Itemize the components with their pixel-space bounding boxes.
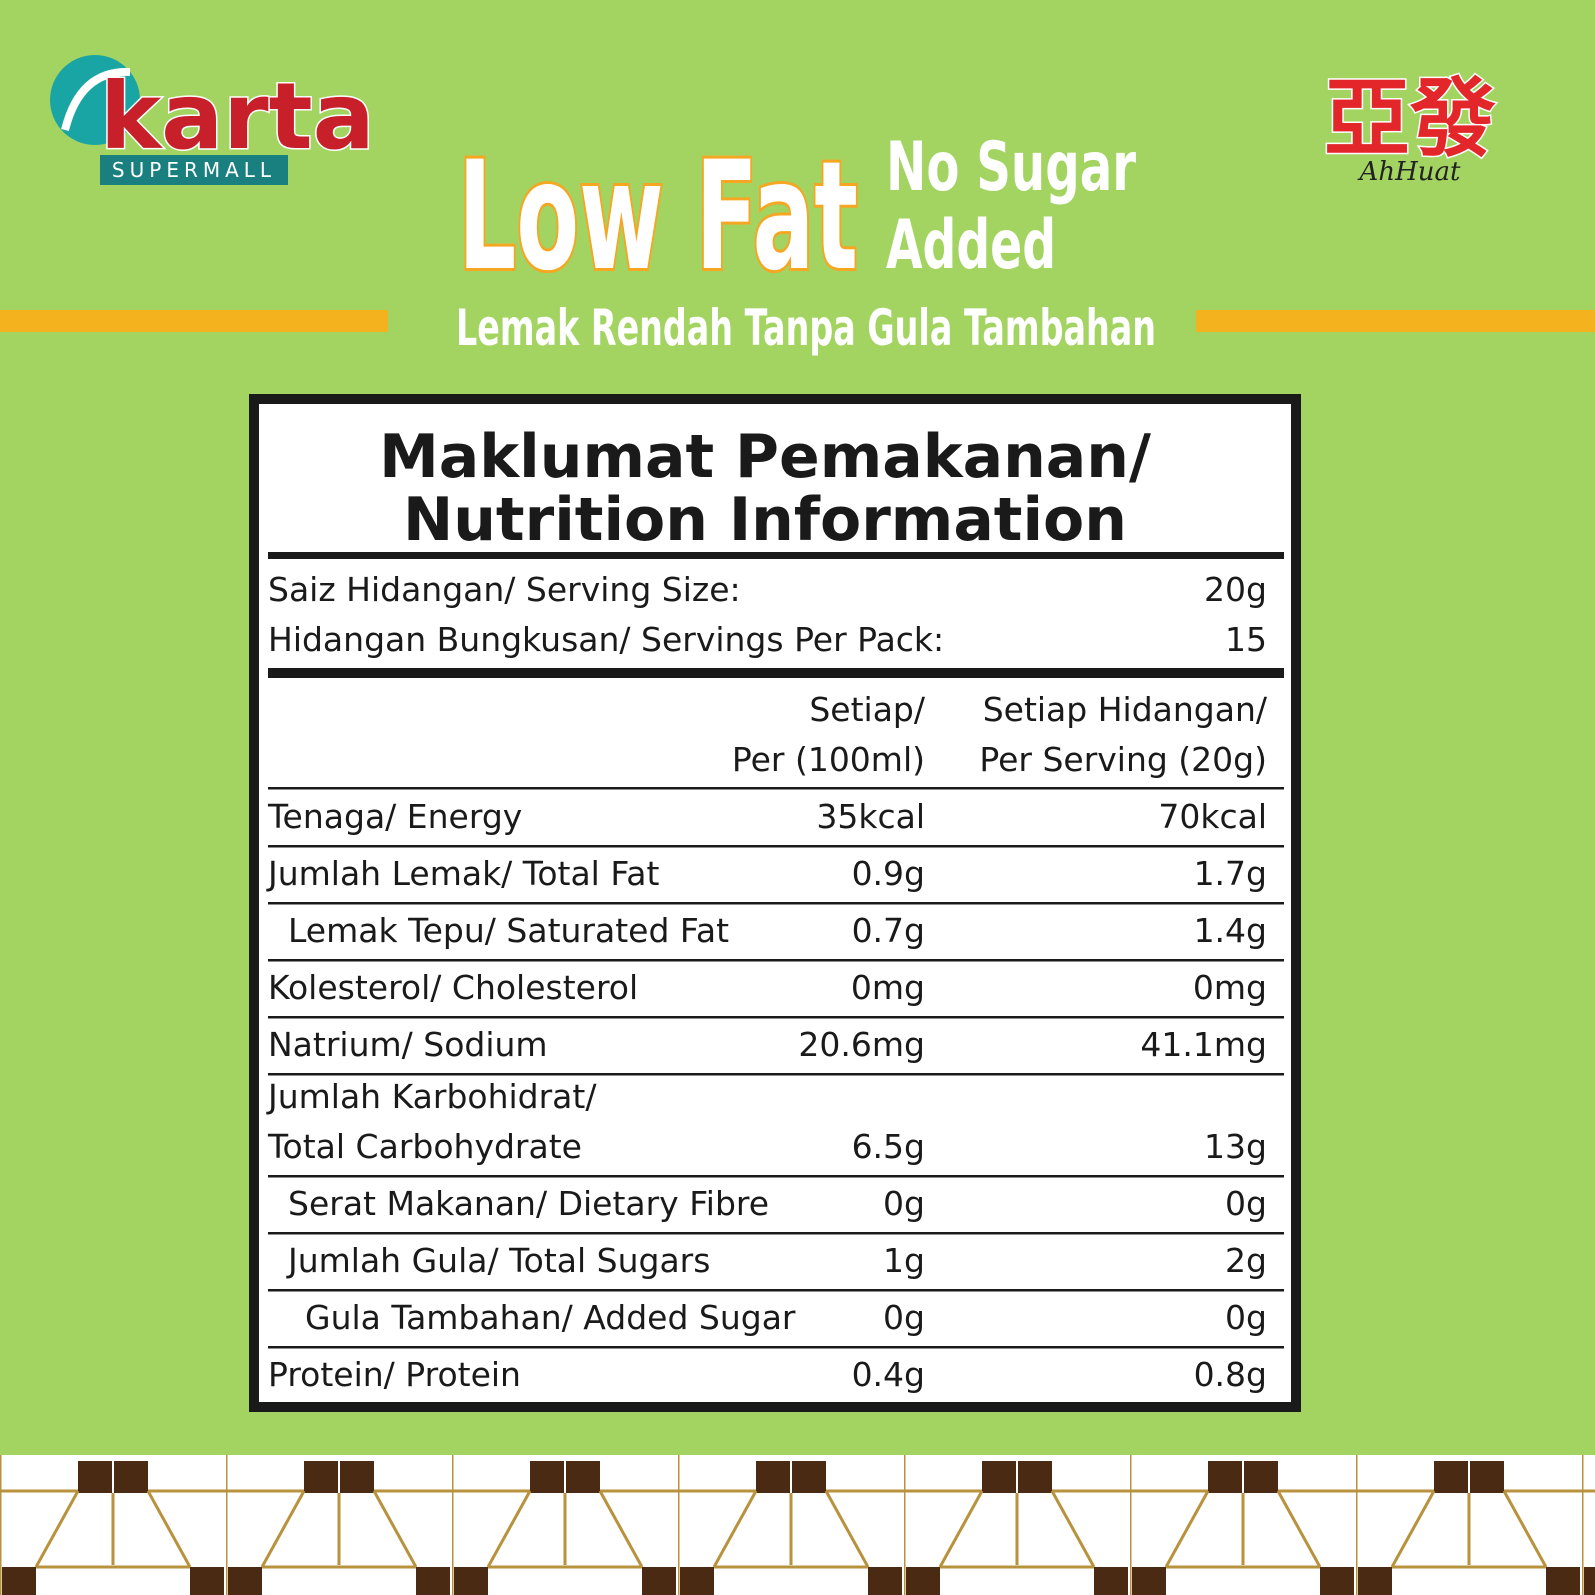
serving-label: Saiz Hidangan/ Serving Size: xyxy=(268,570,741,609)
row-label: Protein/ Protein xyxy=(268,1355,521,1394)
serving-label: Hidangan Bungkusan/ Servings Per Pack: xyxy=(268,620,944,659)
headline-side: No Sugar xyxy=(886,128,1136,207)
rule xyxy=(268,1073,1284,1076)
stripe xyxy=(1196,310,1595,332)
row-value: 0.9g xyxy=(852,854,925,893)
ahhuat-logo: 亞發 AhHuat xyxy=(1323,68,1498,188)
row-value: 0g xyxy=(1225,1184,1267,1223)
rule xyxy=(268,668,1284,678)
row-value: 20.6mg xyxy=(798,1025,925,1064)
row-value: 2g xyxy=(1225,1241,1267,1280)
row-value: 0mg xyxy=(1193,968,1267,1007)
rule xyxy=(268,1232,1284,1235)
row-value: 0.4g xyxy=(852,1355,925,1394)
row-value: 41.1mg xyxy=(1140,1025,1267,1064)
column-header: Setiap Hidangan/ xyxy=(983,690,1268,729)
rule xyxy=(268,902,1284,905)
row-value: 0g xyxy=(883,1298,925,1337)
karta-logo: karta SUPERMALL xyxy=(50,55,376,185)
rule xyxy=(268,1346,1284,1349)
row-label: Kolesterol/ Cholesterol xyxy=(268,968,638,1007)
rule xyxy=(268,552,1284,559)
row-label: Jumlah Lemak/ Total Fat xyxy=(266,854,660,893)
row-label: Jumlah Gula/ Total Sugars xyxy=(286,1241,710,1280)
serving-value: 20g xyxy=(1204,570,1267,609)
row-value: 1g xyxy=(883,1241,925,1280)
row-value: 6.5g xyxy=(852,1127,925,1166)
logo-tagline: SUPERMALL xyxy=(112,158,276,182)
column-header: Per Serving (20g) xyxy=(979,740,1267,779)
row-label: Jumlah Karbohidrat/ xyxy=(266,1077,597,1116)
row-value: 0.7g xyxy=(852,911,925,950)
row-value: 0g xyxy=(1225,1298,1267,1337)
rule xyxy=(268,1175,1284,1178)
row-label: Total Carbohydrate xyxy=(267,1127,582,1166)
row-label: Natrium/ Sodium xyxy=(268,1025,548,1064)
stripe xyxy=(0,310,388,332)
tile-border xyxy=(0,1455,1595,1595)
logo-name: 亞發 xyxy=(1324,69,1496,169)
panel-title: Nutrition Information xyxy=(403,485,1127,555)
rule xyxy=(268,787,1284,790)
row-label: Serat Makanan/ Dietary Fibre xyxy=(288,1184,769,1223)
rule xyxy=(268,845,1284,848)
row-value: 13g xyxy=(1204,1127,1267,1166)
row-label: Tenaga/ Energy xyxy=(267,797,522,836)
row-value: 0g xyxy=(883,1184,925,1223)
row-value: 1.7g xyxy=(1194,854,1267,893)
rule xyxy=(268,1016,1284,1019)
row-value: 0mg xyxy=(851,968,925,1007)
logo-name: karta xyxy=(100,63,375,170)
rule xyxy=(268,1289,1284,1292)
row-label: Lemak Tepu/ Saturated Fat xyxy=(288,911,729,950)
subtitle: Lemak Rendah Tanpa Gula Tambahan xyxy=(456,299,1156,357)
headline: Low Fat xyxy=(458,130,858,304)
row-value: 35kcal xyxy=(816,797,925,836)
headline-side: Added xyxy=(886,206,1056,285)
panel-title: Maklumat Pemakanan/ xyxy=(379,422,1151,492)
row-value: 70kcal xyxy=(1158,797,1267,836)
column-header: Setiap/ xyxy=(809,690,926,729)
row-value: 1.4g xyxy=(1194,911,1267,950)
row-label: Gula Tambahan/ Added Sugar xyxy=(305,1298,796,1337)
serving-value: 15 xyxy=(1225,620,1267,659)
logo-tagline: AhHuat xyxy=(1358,157,1461,187)
rule xyxy=(268,959,1284,962)
column-header: Per (100ml) xyxy=(732,740,925,779)
row-value: 0.8g xyxy=(1194,1355,1267,1394)
